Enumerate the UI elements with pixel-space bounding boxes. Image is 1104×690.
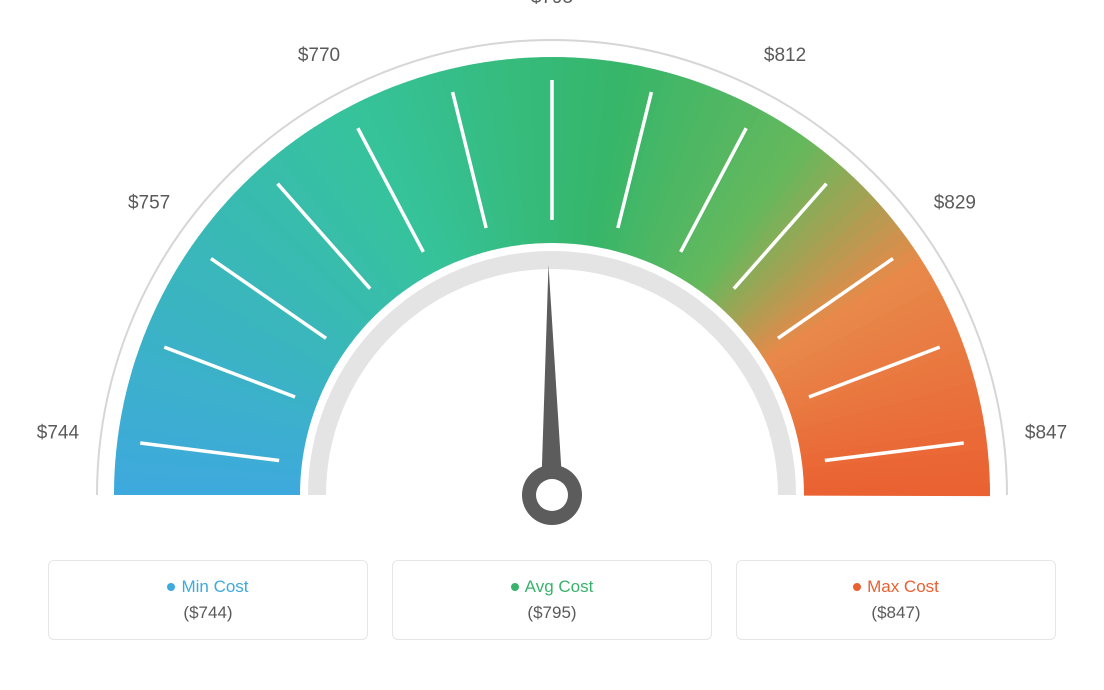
svg-text:$744: $744 [37,423,80,444]
legend-min-box: Min Cost ($744) [48,560,368,640]
legend-min-dot [167,583,175,591]
legend-max-box: Max Cost ($847) [736,560,1056,640]
legend-row: Min Cost ($744) Avg Cost ($795) Max Cost… [0,560,1104,640]
cost-gauge-chart: $744 $757 $770 $795 $812 $829 $847 [0,0,1104,560]
legend-max-dot [853,583,861,591]
gauge-needle [541,265,563,495]
gauge-svg: $744 $757 $770 $795 $812 $829 $847 [0,0,1104,560]
legend-avg-box: Avg Cost ($795) [392,560,712,640]
legend-min-value: ($744) [61,603,355,623]
svg-text:$795: $795 [531,0,573,8]
legend-avg-label: Avg Cost [511,577,594,597]
legend-max-text: Max Cost [867,577,939,597]
legend-min-label: Min Cost [167,577,248,597]
svg-text:$812: $812 [764,45,806,66]
legend-max-value: ($847) [749,603,1043,623]
legend-avg-dot [511,583,519,591]
svg-text:$847: $847 [1025,423,1067,444]
svg-text:$829: $829 [934,192,976,213]
legend-min-text: Min Cost [181,577,248,597]
svg-text:$770: $770 [298,45,340,66]
legend-max-label: Max Cost [853,577,939,597]
svg-text:$757: $757 [128,192,170,213]
legend-avg-text: Avg Cost [525,577,594,597]
legend-avg-value: ($795) [405,603,699,623]
